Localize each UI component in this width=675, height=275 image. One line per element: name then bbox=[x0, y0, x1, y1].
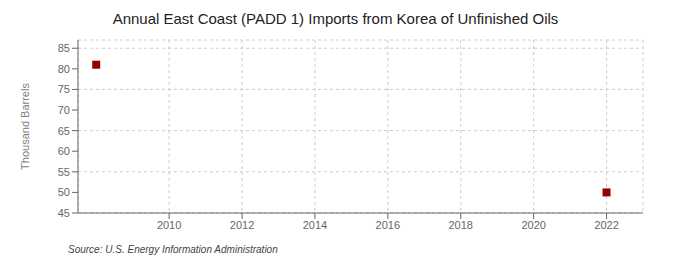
svg-text:70: 70 bbox=[58, 104, 70, 116]
svg-text:50: 50 bbox=[58, 186, 70, 198]
svg-text:Thousand Barrels: Thousand Barrels bbox=[19, 83, 31, 170]
svg-text:60: 60 bbox=[58, 145, 70, 157]
svg-text:2022: 2022 bbox=[594, 219, 618, 231]
svg-text:2012: 2012 bbox=[230, 219, 254, 231]
svg-text:55: 55 bbox=[58, 166, 70, 178]
svg-text:2020: 2020 bbox=[521, 219, 545, 231]
svg-text:2010: 2010 bbox=[157, 219, 181, 231]
svg-text:2018: 2018 bbox=[448, 219, 472, 231]
html-text:Source: U.S. Energy Informatio: Source: U.S. Energy Information Administ… bbox=[68, 244, 278, 255]
svg-text:65: 65 bbox=[58, 125, 70, 137]
svg-text:75: 75 bbox=[58, 83, 70, 95]
svg-text:45: 45 bbox=[58, 207, 70, 219]
svg-text:80: 80 bbox=[58, 63, 70, 75]
svg-text:2014: 2014 bbox=[303, 219, 327, 231]
svg-text:85: 85 bbox=[58, 42, 70, 54]
svg-text:2016: 2016 bbox=[376, 219, 400, 231]
html-text:Annual East Coast (PADD 1) Imp: Annual East Coast (PADD 1) Imports from … bbox=[112, 10, 559, 27]
